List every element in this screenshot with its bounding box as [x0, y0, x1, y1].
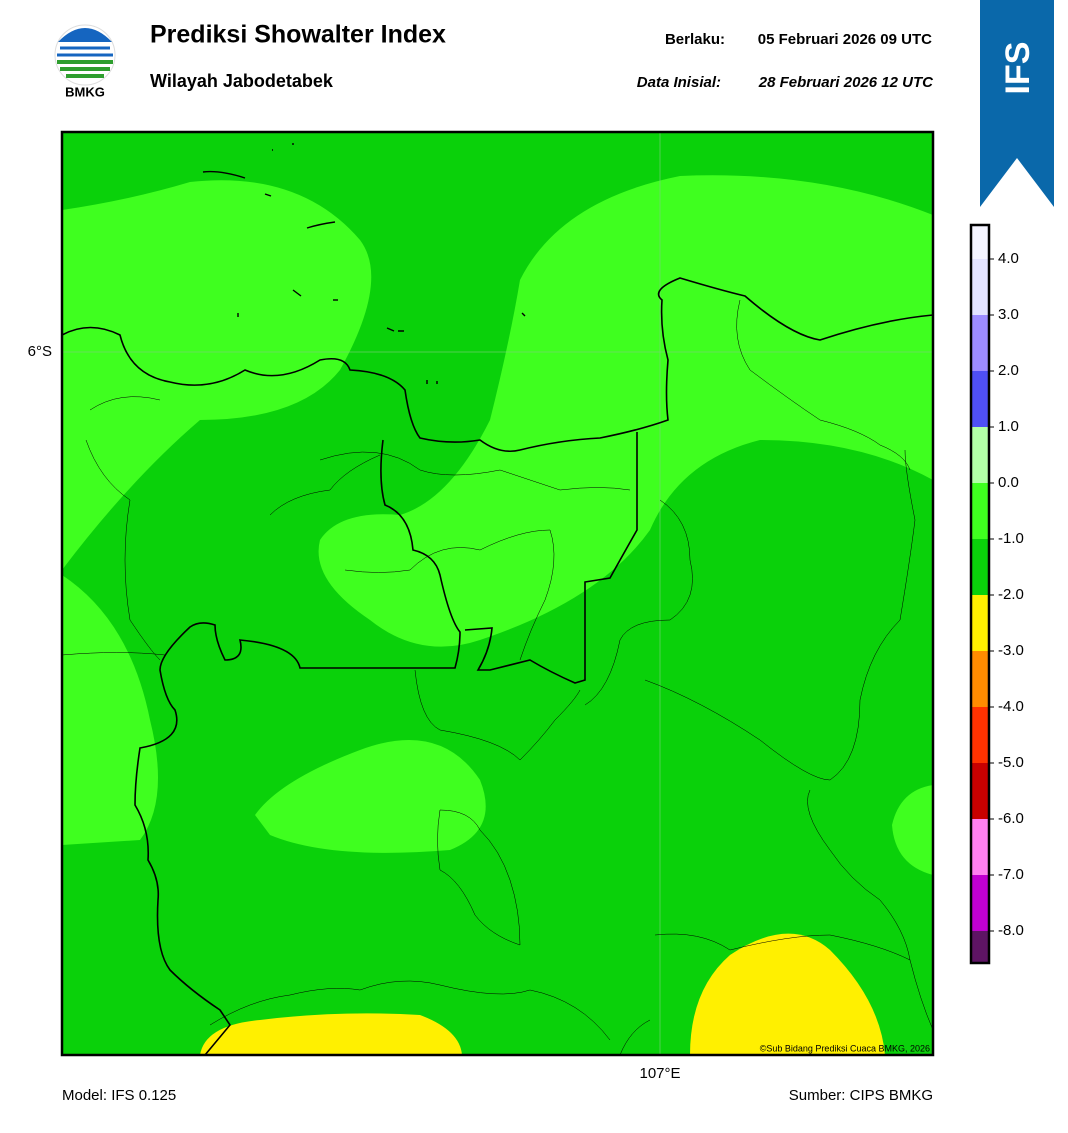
colorbar-tick-label: -2.0	[998, 586, 1024, 603]
title: Prediksi Showalter Index	[150, 21, 446, 49]
banner-text: IFS	[999, 42, 1037, 95]
colorbar-tick-label: 2.0	[998, 362, 1019, 379]
colorbar-tick-label: -6.0	[998, 810, 1024, 827]
colorbar-segment	[971, 763, 989, 819]
colorbar-tick-label: -4.0	[998, 698, 1024, 715]
map	[62, 132, 933, 1055]
colorbar-tick-label: 0.0	[998, 474, 1019, 491]
copyright: ©Sub Bidang Prediksi Cuaca BMKG, 2026	[760, 1043, 930, 1053]
subtitle: Wilayah Jabodetabek	[150, 71, 334, 91]
colorbar-segment	[971, 651, 989, 707]
colorbar-segment	[971, 315, 989, 371]
colorbar-segment	[971, 707, 989, 763]
valid-label: Berlaku:	[665, 31, 725, 48]
colorbar-tick-label: -7.0	[998, 866, 1024, 883]
colorbar-segment	[971, 483, 989, 539]
source: Sumber: CIPS BMKG	[789, 1087, 933, 1104]
colorbar-tick-label: -1.0	[998, 530, 1024, 547]
colorbar-tick-label: -8.0	[998, 922, 1024, 939]
map-frame	[60, 130, 935, 1057]
valid-time: 05 Februari 2026 09 UTC	[758, 31, 932, 48]
colorbar-tick-label: 1.0	[998, 418, 1019, 435]
bmkg-logo: BMKG	[54, 24, 116, 99]
colorbar-segment	[971, 595, 989, 651]
colorbar-segment	[971, 875, 989, 931]
logo-text: BMKG	[65, 84, 105, 99]
lat-label: 6°S	[28, 343, 52, 360]
colorbar: 4.0 3.0 2.0 1.0 0.0 -1.0 -2.0 -3.0 -4.0 -5.0 -6.0 -…	[969, 223, 1024, 965]
model: Model: IFS 0.125	[62, 1087, 176, 1104]
ifs-banner	[980, 0, 1054, 207]
colorbar-segment	[971, 225, 989, 259]
colorbar-tick-label: -3.0	[998, 642, 1024, 659]
colorbar-segment	[971, 539, 989, 595]
colorbar-segment	[971, 427, 989, 483]
lon-label: 107°E	[639, 1065, 680, 1082]
init-time: 28 Februari 2026 12 UTC	[758, 74, 934, 91]
colorbar-segment	[971, 371, 989, 427]
colorbar-tick-label: 3.0	[998, 306, 1019, 323]
colorbar-segment	[971, 819, 989, 875]
init-label: Data Inisial:	[637, 74, 721, 91]
colorbar-frame	[969, 223, 991, 965]
colorbar-tick-label: 4.0	[998, 250, 1019, 267]
colorbar-tick-label: -5.0	[998, 754, 1024, 771]
colorbar-segment	[971, 259, 989, 315]
colorbar-segment	[971, 931, 989, 963]
